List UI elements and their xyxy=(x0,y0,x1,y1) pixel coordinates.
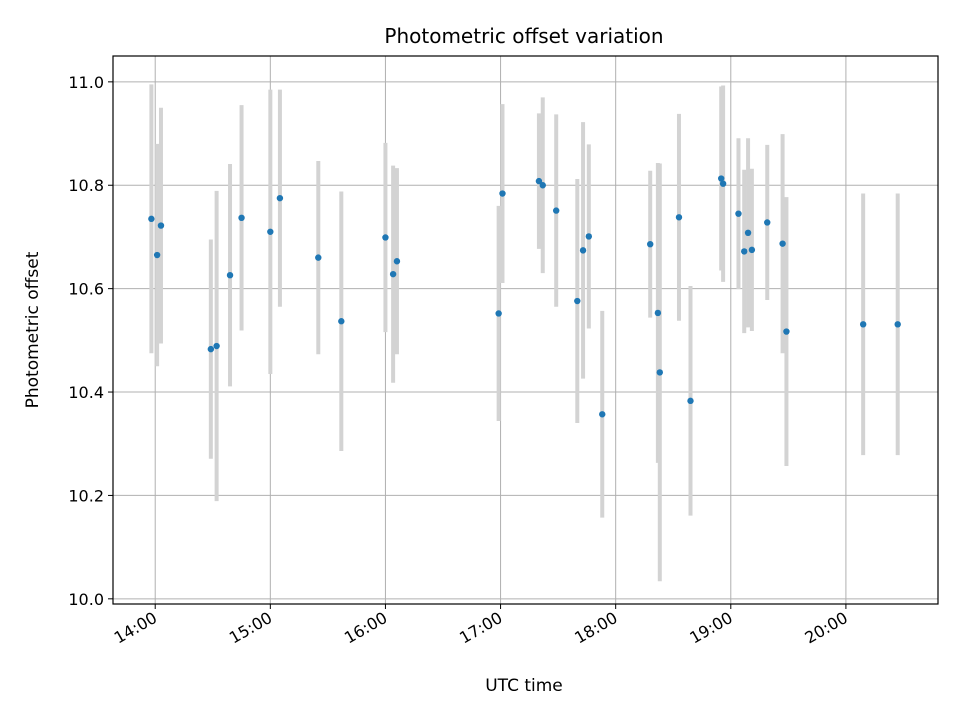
data-point xyxy=(656,369,664,376)
data-point xyxy=(894,321,901,328)
data-point xyxy=(499,190,506,197)
data-point xyxy=(574,297,581,305)
data-point xyxy=(153,251,161,259)
x-tick-label: 19:00 xyxy=(686,608,735,648)
data-point xyxy=(495,310,502,317)
y-tick-label: 10.2 xyxy=(68,486,104,505)
data-point xyxy=(148,215,155,223)
data-point xyxy=(382,234,389,241)
data-point xyxy=(675,214,683,221)
data-point xyxy=(748,246,756,254)
data-point xyxy=(741,248,748,255)
x-axis-label: UTC time xyxy=(485,676,563,696)
data-point xyxy=(859,321,867,328)
data-point xyxy=(779,240,786,247)
data-point xyxy=(539,182,546,189)
data-point xyxy=(744,229,752,237)
data-point xyxy=(579,247,587,254)
data-point xyxy=(315,254,322,261)
data-point xyxy=(207,345,215,353)
data-points xyxy=(148,175,901,418)
data-point xyxy=(393,258,401,265)
data-point xyxy=(654,309,662,317)
data-point xyxy=(719,180,727,187)
data-point xyxy=(338,318,345,325)
y-tick-label: 10.0 xyxy=(68,590,104,609)
data-point xyxy=(267,228,274,235)
x-axis-ticks: 14:00 15:00 16:00 17:00 18:00 19:00 20:00 xyxy=(111,604,851,648)
data-point xyxy=(238,214,245,222)
data-point xyxy=(717,175,725,182)
grid xyxy=(113,56,938,604)
data-point xyxy=(585,233,593,240)
data-point xyxy=(783,328,790,335)
data-point xyxy=(599,411,606,418)
x-tick-label: 18:00 xyxy=(571,608,620,648)
x-tick-label: 16:00 xyxy=(341,608,390,648)
y-tick-label: 10.6 xyxy=(68,280,104,299)
x-tick-label: 14:00 xyxy=(111,608,160,648)
data-point xyxy=(535,177,543,185)
data-point xyxy=(157,222,165,229)
data-point xyxy=(213,342,220,350)
data-point xyxy=(226,272,234,279)
y-tick-label: 10.8 xyxy=(68,176,104,195)
data-point xyxy=(735,210,742,217)
y-axis-label: Photometric offset xyxy=(23,251,43,408)
data-point xyxy=(687,397,694,405)
data-point xyxy=(552,207,560,214)
data-point xyxy=(764,219,771,226)
y-axis-ticks: 10.0 10.2 10.4 10.6 10.8 11.0 xyxy=(68,73,113,609)
plot-frame xyxy=(112,55,939,605)
chart-title: Photometric offset variation xyxy=(384,24,663,48)
x-tick-label: 15:00 xyxy=(226,608,275,648)
data-point xyxy=(647,240,654,248)
y-tick-label: 11.0 xyxy=(68,73,104,92)
x-tick-label: 20:00 xyxy=(801,608,850,648)
x-tick-label: 17:00 xyxy=(456,608,505,648)
y-tick-label: 10.4 xyxy=(68,383,104,402)
data-point xyxy=(276,194,284,202)
data-point xyxy=(389,270,397,278)
